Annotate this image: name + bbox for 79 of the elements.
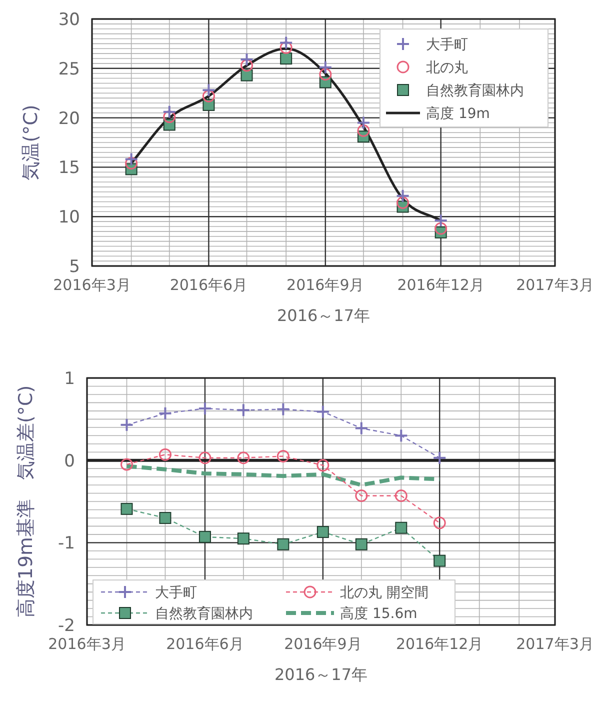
point (240, 52, 254, 67)
point (124, 152, 138, 166)
y-tick-label: 10 (58, 208, 80, 228)
point (162, 104, 176, 119)
point (236, 403, 250, 418)
y-tick-label: 15 (58, 158, 80, 178)
point (396, 196, 410, 210)
x-axis-title: 2016～17年 (276, 306, 370, 325)
point (434, 222, 448, 235)
legend-label: 北の丸 (426, 60, 468, 76)
point (202, 90, 215, 102)
point (316, 459, 330, 472)
point (198, 530, 211, 543)
point (276, 450, 290, 462)
point (433, 516, 446, 530)
x-tick-label: 2016年12月 (397, 276, 484, 294)
y-tick-label: 1 (64, 369, 75, 389)
point (198, 401, 212, 416)
y-tick-label: 20 (58, 108, 80, 129)
y-tick-label: -2 (58, 616, 75, 636)
y-tick-label: 25 (58, 59, 80, 80)
point (279, 36, 294, 50)
legend-label: 北の丸 開空間 (340, 585, 428, 601)
point (120, 458, 133, 471)
point (355, 538, 368, 550)
point (280, 41, 292, 54)
point (158, 406, 172, 420)
x-tick-label: 2017年3月 (516, 635, 594, 653)
point (432, 450, 447, 465)
point (434, 554, 446, 567)
x-tick-label: 2017年3月 (516, 276, 594, 294)
x-axis-title: 2016～17年 (274, 665, 368, 684)
point (355, 489, 368, 502)
y-tick-label: 5 (69, 257, 80, 277)
x-tick-label: 2016年3月 (53, 276, 131, 294)
point (394, 489, 408, 502)
point (394, 428, 408, 443)
point (240, 59, 254, 72)
x-tick-label: 2016年3月 (48, 635, 126, 653)
x-tick-label: 2016年6月 (166, 635, 244, 653)
x-tick-label: 2016年12月 (396, 635, 484, 653)
point (198, 452, 212, 464)
y-axis-title: 気温(°C) (20, 104, 42, 180)
point (319, 68, 332, 81)
point (125, 157, 138, 170)
x-tick-label: 2016年6月 (170, 276, 248, 294)
point (120, 418, 134, 432)
point (277, 538, 290, 550)
x-tick-label: 2016年9月 (286, 276, 364, 294)
legend-label: 高度 15.6m (340, 606, 418, 622)
point (202, 83, 216, 98)
y-axis-title: 高度19m基準 気温差(°C) (15, 385, 37, 618)
point (357, 124, 370, 137)
point (354, 421, 368, 436)
legend-label: 自然教育園林内 (426, 82, 524, 99)
point (396, 188, 410, 203)
legend-label: 自然教育園林内 (155, 605, 253, 622)
x-tick-label: 2016年9月 (284, 635, 362, 653)
point (120, 502, 133, 515)
point (158, 448, 172, 461)
point (356, 116, 370, 130)
point (240, 69, 253, 82)
point (276, 402, 290, 416)
y-tick-label: 0 (64, 451, 75, 472)
point (318, 60, 332, 74)
point (237, 452, 250, 464)
point (237, 532, 250, 545)
y-tick-label: -1 (58, 534, 75, 554)
point (163, 110, 176, 124)
point (159, 512, 172, 524)
point (316, 526, 329, 538)
legend-label: 大手町 (155, 585, 197, 601)
point (316, 404, 330, 419)
y-tick-label: 30 (58, 10, 80, 30)
point (434, 214, 448, 228)
legend-label: 高度 19m (426, 106, 490, 122)
point (280, 52, 292, 65)
legend-label: 大手町 (426, 37, 468, 53)
point (395, 522, 408, 534)
